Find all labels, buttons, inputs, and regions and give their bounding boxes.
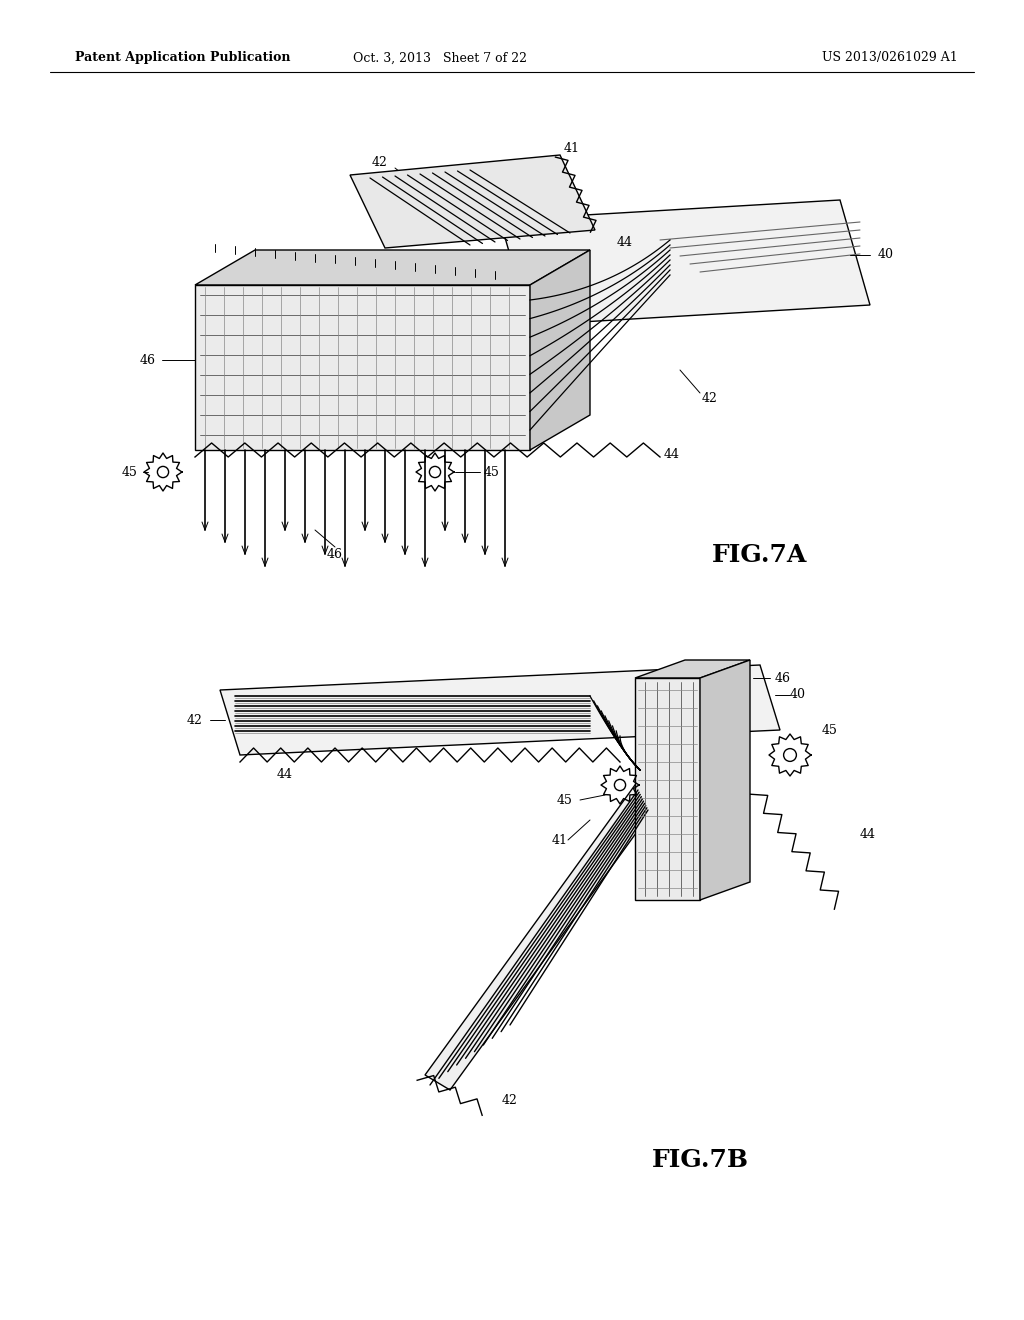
Text: 41: 41 [564, 141, 580, 154]
Text: 44: 44 [617, 235, 633, 248]
Text: FIG.7B: FIG.7B [651, 1148, 749, 1172]
Text: 40: 40 [878, 248, 894, 261]
Polygon shape [220, 665, 780, 755]
Text: 45: 45 [822, 723, 838, 737]
Polygon shape [635, 678, 700, 900]
Text: 42: 42 [502, 1093, 518, 1106]
Polygon shape [195, 249, 590, 285]
Text: 40: 40 [790, 689, 806, 701]
Polygon shape [635, 660, 750, 678]
Text: 42: 42 [702, 392, 718, 404]
Text: 45: 45 [484, 466, 500, 479]
Text: 46: 46 [775, 672, 791, 685]
Polygon shape [195, 285, 530, 450]
Text: 45: 45 [557, 793, 573, 807]
Text: 46: 46 [327, 549, 343, 561]
Polygon shape [530, 249, 590, 450]
Text: US 2013/0261029 A1: US 2013/0261029 A1 [822, 51, 957, 65]
Polygon shape [500, 201, 870, 325]
Text: 46: 46 [140, 354, 156, 367]
Text: 42: 42 [187, 714, 203, 726]
Text: 44: 44 [278, 768, 293, 781]
Text: 41: 41 [552, 833, 568, 846]
Text: 45: 45 [122, 466, 138, 479]
Polygon shape [350, 154, 595, 248]
Text: Patent Application Publication: Patent Application Publication [75, 51, 291, 65]
Text: Oct. 3, 2013   Sheet 7 of 22: Oct. 3, 2013 Sheet 7 of 22 [353, 51, 527, 65]
Text: 44: 44 [860, 829, 876, 842]
Text: FIG.7A: FIG.7A [713, 543, 808, 568]
Polygon shape [700, 660, 750, 900]
Text: 42: 42 [372, 156, 388, 169]
Polygon shape [425, 785, 660, 1090]
Text: 44: 44 [664, 449, 680, 462]
